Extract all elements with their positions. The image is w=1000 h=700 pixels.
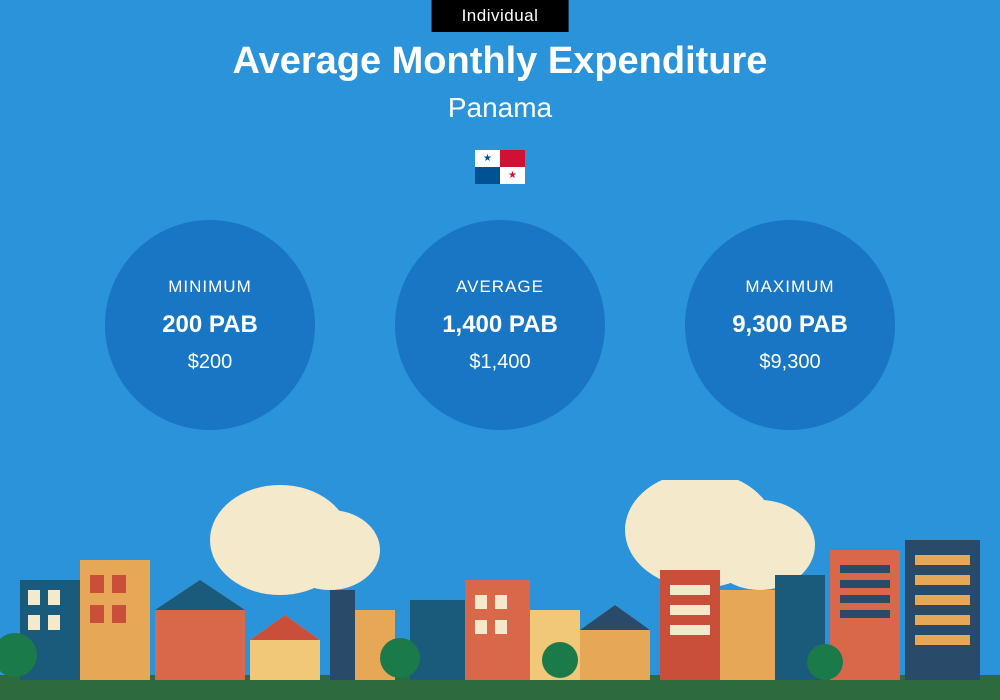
stat-label: MAXIMUM <box>745 277 834 297</box>
panama-flag-icon: ★ ★ <box>475 150 525 184</box>
stat-maximum: MAXIMUM 9,300 PAB $9,300 <box>685 220 895 430</box>
cityscape-illustration <box>0 480 1000 700</box>
stat-usd-value: $9,300 <box>759 351 820 374</box>
stat-local-value: 200 PAB <box>162 311 258 339</box>
stat-usd-value: $200 <box>188 351 233 374</box>
stat-local-value: 9,300 PAB <box>732 311 848 339</box>
stats-row: MINIMUM 200 PAB $200 AVERAGE 1,400 PAB $… <box>0 220 1000 430</box>
stat-label: AVERAGE <box>456 277 544 297</box>
stat-minimum: MINIMUM 200 PAB $200 <box>105 220 315 430</box>
stat-usd-value: $1,400 <box>469 351 530 374</box>
country-subtitle: Panama <box>0 92 1000 124</box>
page-title: Average Monthly Expenditure <box>0 40 1000 83</box>
stat-local-value: 1,400 PAB <box>442 311 558 339</box>
category-badge: Individual <box>432 0 569 32</box>
stat-label: MINIMUM <box>168 277 251 297</box>
stat-average: AVERAGE 1,400 PAB $1,400 <box>395 220 605 430</box>
